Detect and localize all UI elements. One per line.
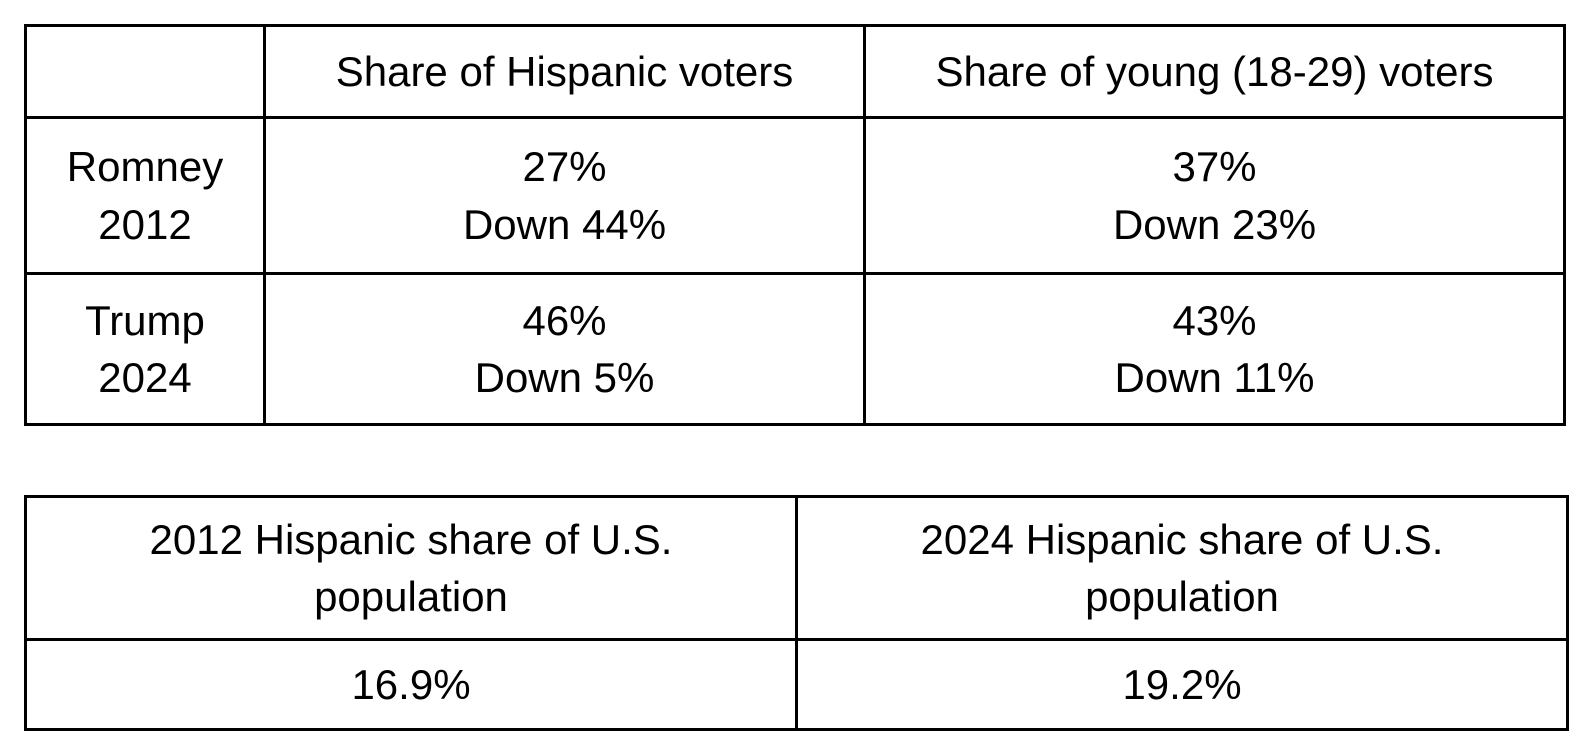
header-line-2: population	[314, 573, 508, 620]
share-change: Down 23%	[1112, 200, 1317, 248]
share-value: 37%	[1172, 143, 1257, 191]
population-table-value-row: 16.9% 19.2%	[24, 638, 1569, 731]
header-line-2: population	[1085, 573, 1279, 620]
share-value: 43%	[1172, 296, 1257, 344]
cell-romney-hispanic-share: 27% Down 44%	[263, 116, 866, 275]
row-label-romney-2012: Romney 2012	[24, 116, 266, 275]
population-header-2024: 2024 Hispanic share of U.S. population	[795, 495, 1569, 641]
header-line-1: 2012 Hispanic share of U.S.	[149, 515, 673, 563]
voter-table-header-hispanic: Share of Hispanic voters	[263, 24, 866, 119]
candidate-name: Romney	[66, 143, 224, 191]
hispanic-population-table: 2012 Hispanic share of U.S. population 2…	[24, 495, 1569, 731]
candidate-year: 2024	[98, 354, 192, 401]
population-value-2024: 19.2%	[795, 638, 1569, 731]
share-change: Down 11%	[1114, 354, 1315, 401]
cell-trump-hispanic-share: 46% Down 5%	[263, 272, 866, 426]
population-value-2012: 16.9%	[24, 638, 798, 731]
table-row-trump-2024: Trump 2024 46% Down 5% 43% Down 11%	[24, 272, 1566, 426]
row-label-trump-2024: Trump 2024	[24, 272, 266, 426]
share-change: Down 5%	[474, 354, 655, 401]
table-row-romney-2012: Romney 2012 27% Down 44% 37% Down 23%	[24, 116, 1566, 275]
voter-table-corner-cell	[24, 24, 266, 119]
share-value: 27%	[522, 143, 607, 191]
header-line-1: 2024 Hispanic share of U.S.	[920, 515, 1444, 563]
cell-trump-young-share: 43% Down 11%	[863, 272, 1566, 426]
candidate-name: Trump	[85, 296, 205, 344]
cell-romney-young-share: 37% Down 23%	[863, 116, 1566, 275]
population-table-header-row: 2012 Hispanic share of U.S. population 2…	[24, 495, 1569, 641]
share-change: Down 44%	[462, 200, 667, 248]
share-value: 46%	[522, 296, 607, 344]
voter-table-header-row: Share of Hispanic voters Share of young …	[24, 24, 1566, 119]
candidate-year: 2012	[98, 200, 192, 248]
population-header-2012: 2012 Hispanic share of U.S. population	[24, 495, 798, 641]
voter-comparison-table: Share of Hispanic voters Share of young …	[24, 24, 1566, 426]
voter-table-header-young: Share of young (18-29) voters	[863, 24, 1566, 119]
